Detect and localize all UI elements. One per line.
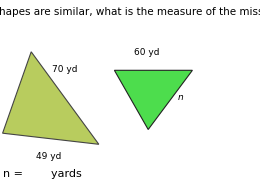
Polygon shape bbox=[3, 52, 99, 144]
Text: 49 yd: 49 yd bbox=[36, 152, 62, 161]
Text: If these two shapes are similar, what is the measure of the missing length n?: If these two shapes are similar, what is… bbox=[0, 7, 260, 17]
Text: 60 yd: 60 yd bbox=[134, 48, 159, 57]
Text: n =        yards: n = yards bbox=[3, 169, 81, 179]
Text: n: n bbox=[178, 93, 184, 102]
Text: 70 yd: 70 yd bbox=[52, 65, 77, 74]
Polygon shape bbox=[114, 70, 192, 130]
